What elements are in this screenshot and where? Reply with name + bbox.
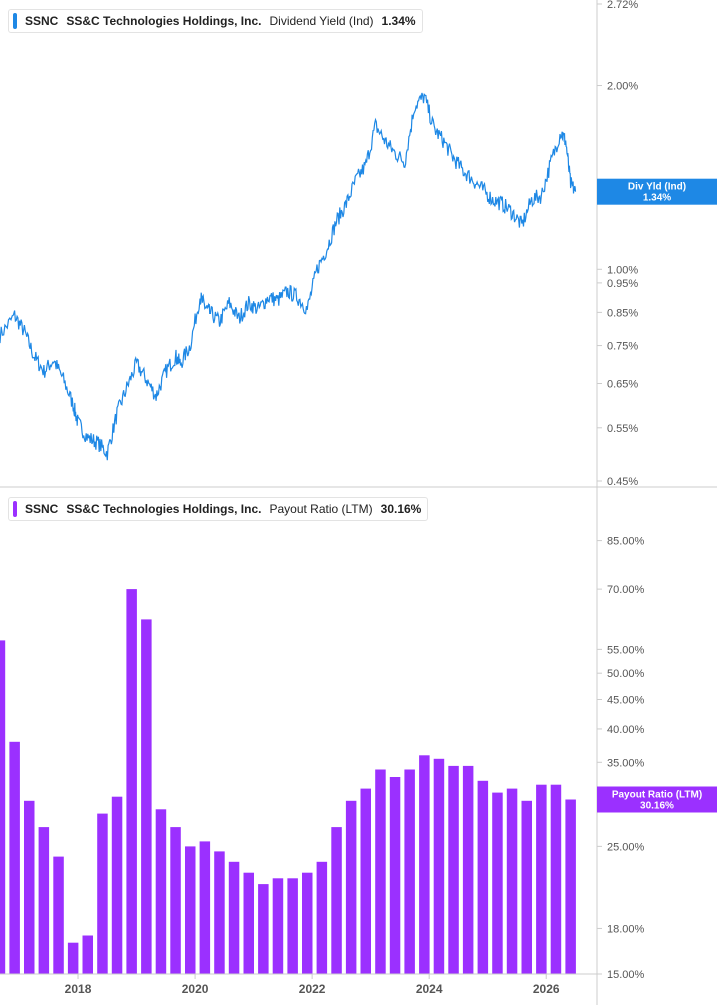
payout-bar (185, 846, 196, 974)
payout-tag-label: Payout Ratio (LTM) (612, 790, 702, 801)
payout-bar (433, 758, 445, 974)
payout-bars (0, 589, 576, 974)
yield-legend-company: SS&C Technologies Holdings, Inc. (66, 14, 262, 28)
yield-tick-label: 0.85% (607, 307, 638, 319)
payout-bar (126, 589, 137, 974)
payout-bar (536, 784, 547, 974)
payout-bar (521, 800, 532, 974)
payout-bar (82, 935, 93, 974)
payout-bar (141, 619, 152, 974)
payout-bar (477, 780, 489, 974)
payout-tick-label: 50.00% (607, 668, 645, 680)
payout-bar (9, 741, 20, 974)
yield-axis: 2.72% 2.00% 1.00% 0.95% 0.85% 0.75% 0.65% 0.55%… (0, 0, 717, 488)
x-tick-label: 2022 (299, 982, 326, 996)
yield-tag-value: 1.34% (643, 193, 671, 204)
yield-legend-ticker: SSNC (25, 14, 59, 28)
value-tags: Div Yld (Ind)1.34% Payout Ratio (LTM)30.1… (597, 178, 717, 813)
payout-bar (228, 861, 240, 974)
payout-bar (53, 856, 64, 974)
payout-bar (345, 800, 357, 974)
payout-bar (506, 788, 518, 974)
payout-legend: SSNC SS&C Technologies Holdings, Inc. Pa… (8, 497, 429, 521)
yield-legend-swatch (13, 13, 17, 29)
yield-tag-label: Div Yld (Ind) (628, 182, 686, 193)
x-tick-label: 2024 (416, 982, 443, 996)
payout-legend-swatch (13, 501, 17, 517)
payout-tick-label: 55.00% (607, 644, 645, 656)
payout-legend-company: SS&C Technologies Holdings, Inc. (66, 502, 262, 516)
payout-tick-label: 35.00% (607, 757, 645, 769)
payout-bar (67, 942, 79, 974)
payout-tick-label: 18.00% (607, 923, 645, 935)
yield-tick-label: 0.65% (607, 379, 638, 391)
yield-tick-label: 0.55% (607, 423, 638, 435)
payout-bar (97, 813, 108, 974)
yield-legend: SSNC SS&C Technologies Holdings, Inc. Di… (8, 9, 423, 33)
payout-tag-bg (597, 786, 717, 813)
payout-bar (375, 769, 386, 974)
payout-bar (272, 878, 284, 974)
payout-bar (287, 878, 298, 974)
payout-bar (419, 755, 430, 974)
payout-bar (199, 841, 211, 974)
payout-bar (24, 800, 35, 974)
payout-bar (404, 769, 415, 974)
payout-axis: 85.00% 70.00% 55.00% 50.00% 45.00% 40.00% 35.0… (596, 487, 645, 1005)
yield-legend-value: 1.34% (381, 14, 416, 28)
yield-tick-label: 2.72% (607, 0, 638, 11)
payout-tick-label: 25.00% (607, 841, 645, 853)
payout-tag-value: 30.16% (640, 801, 674, 812)
payout-legend-ticker: SSNC (25, 502, 59, 516)
payout-bar (565, 799, 576, 974)
payout-tick-label: 45.00% (607, 695, 645, 707)
payout-bar (258, 884, 269, 974)
payout-tick-label: 70.00% (607, 584, 645, 596)
x-tick-label: 2026 (533, 982, 560, 996)
x-tick-label: 2020 (182, 982, 209, 996)
payout-bar (448, 765, 459, 974)
payout-bar (214, 851, 225, 974)
yield-tick-label: 0.75% (607, 341, 638, 353)
payout-bar (389, 777, 401, 974)
payout-bar (462, 765, 474, 974)
payout-bar (550, 784, 562, 974)
payout-bar (38, 827, 50, 974)
payout-tick-label: 85.00% (607, 536, 645, 548)
x-tick-label: 2018 (65, 982, 92, 996)
yield-tick-label: 0.95% (607, 278, 638, 290)
payout-bar (0, 640, 6, 974)
yield-tag-bg (597, 178, 717, 205)
payout-tick-label: 40.00% (607, 724, 645, 736)
payout-bar (302, 872, 313, 974)
payout-bar (111, 796, 123, 974)
yield-series-line (0, 92, 577, 461)
x-axis: 2018 2020 2022 2024 2026 (0, 973, 597, 996)
payout-bar (243, 872, 254, 974)
payout-legend-value: 30.16% (380, 502, 422, 516)
payout-bar (492, 792, 503, 974)
payout-bar (155, 809, 167, 974)
payout-bar (170, 827, 181, 974)
payout-legend-metric: Payout Ratio (LTM) (269, 502, 373, 516)
payout-bar (316, 861, 328, 974)
yield-legend-metric: Dividend Yield (Ind) (269, 14, 374, 28)
yield-tick-label: 0.45% (607, 476, 638, 488)
yield-tick-label: 2.00% (607, 81, 638, 93)
yield-tick-label: 1.00% (607, 264, 638, 276)
payout-tick-label: 15.00% (607, 969, 645, 981)
payout-bar (360, 788, 371, 974)
payout-bar (331, 827, 342, 974)
